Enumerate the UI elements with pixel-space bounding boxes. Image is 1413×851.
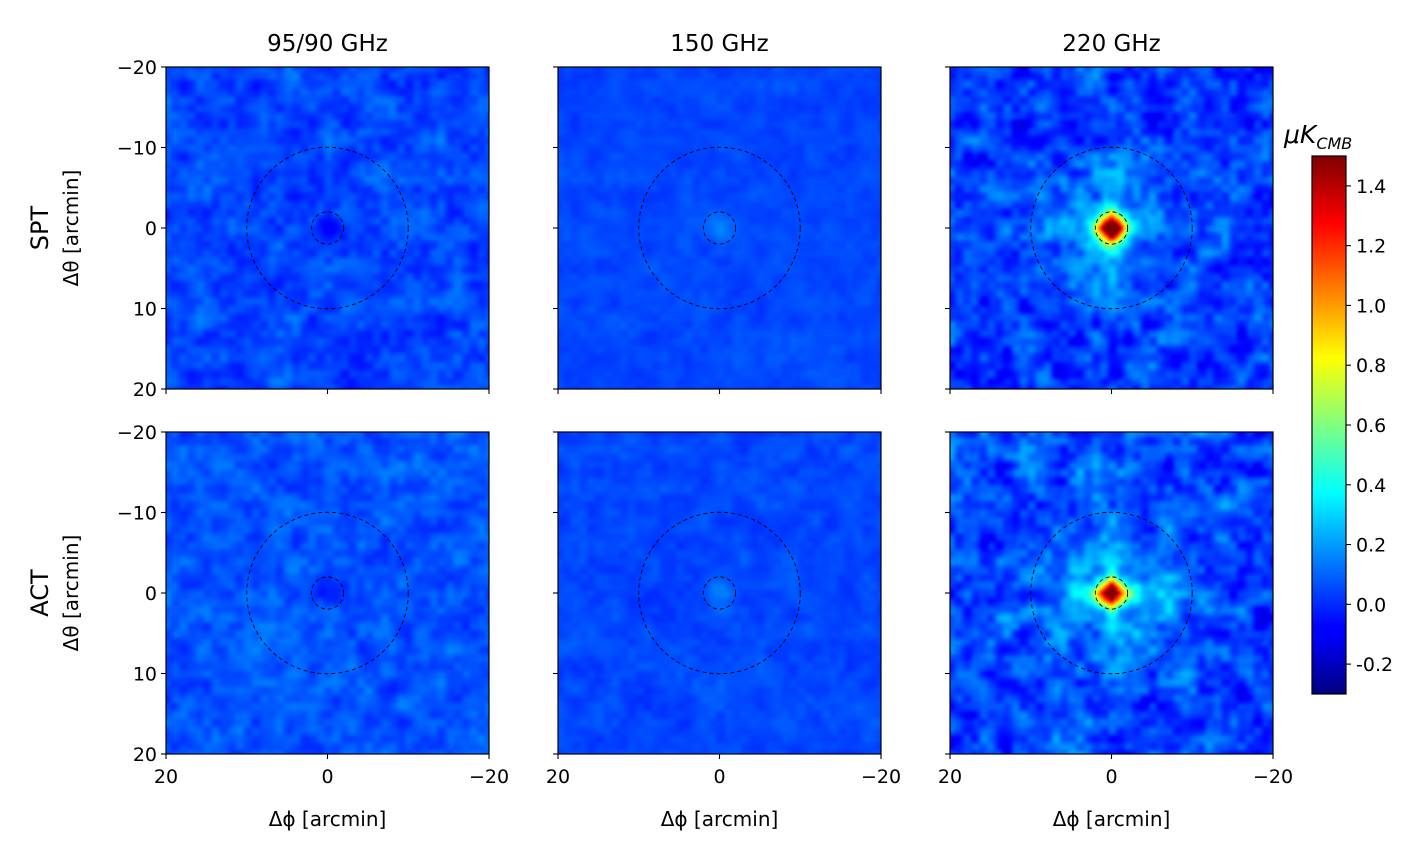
circle-r2 (1094, 211, 1129, 245)
x-tick-label: 20 (938, 766, 962, 788)
x-tick-label: 0 (321, 766, 333, 788)
circle-r2 (310, 211, 345, 245)
x-tick-label: 0 (713, 766, 725, 788)
colorbar-gradient (1312, 156, 1346, 694)
y-tick-label: −10 (117, 503, 157, 525)
x-tick-label: 0 (1105, 766, 1117, 788)
heatmap-image (166, 432, 489, 754)
column-title-95-90-ghz: 95/90 GHz (267, 31, 388, 57)
row-label-spt: SPT (26, 205, 54, 250)
x-tick-label: −20 (1253, 766, 1293, 788)
colorbar-tick-label: -0.2 (1356, 654, 1393, 676)
panel-act-150-ghz: 20 0 −20 (546, 431, 901, 788)
panel-spt-150-ghz (553, 66, 882, 394)
circle-r10 (638, 511, 801, 675)
circle-r10 (246, 511, 409, 675)
y-tick-label: 0 (145, 583, 157, 605)
circle-r10 (1030, 511, 1193, 675)
panel-spt-95-90-ghz: −20 −10 0 10 20 (117, 57, 490, 401)
colorbar-tick-label: 0.6 (1356, 415, 1386, 437)
column-title-220-ghz: 220 GHz (1062, 31, 1160, 57)
x-axis-label: Δϕ [arcmin] (1053, 807, 1171, 831)
colorbar-tick-label: 0.0 (1356, 594, 1386, 616)
y-tick-label: 20 (133, 379, 157, 401)
heatmap-image (558, 67, 881, 389)
colorbar-tick-label: 1.4 (1356, 176, 1386, 198)
heatmap-image (558, 432, 881, 754)
circle-r2 (310, 576, 345, 610)
x-tick-label: 20 (546, 766, 570, 788)
heatmap-image (950, 432, 1273, 754)
labels-layer: 95/90 GHz 150 GHz 220 GHz Δϕ [arcmin] Δϕ [ar… (26, 31, 1170, 831)
column-title-150-ghz: 150 GHz (670, 31, 768, 57)
y-tick-label: −10 (117, 138, 157, 160)
colorbar-tick-label: 1.0 (1356, 295, 1386, 317)
y-tick-label: 10 (133, 664, 157, 686)
colorbar-tick-label: 0.4 (1356, 475, 1386, 497)
colorbar-tick-label: 0.8 (1356, 355, 1386, 377)
circle-r2 (1094, 576, 1129, 610)
y-tick-label: 0 (145, 218, 157, 240)
circle-r2 (702, 576, 737, 610)
row-label-act: ACT (26, 569, 54, 617)
panel-act-220-ghz: 20 0 −20 (938, 431, 1293, 788)
y-tick-label: 10 (133, 299, 157, 321)
y-axis-label: Δθ [arcmin] (59, 535, 83, 652)
colorbar: -0.2 0.0 0.2 0.4 0.6 0.8 1.0 1.2 1.4 μKCMB (1283, 120, 1393, 695)
y-axis-label: Δθ [arcmin] (59, 170, 83, 287)
panel-spt-220-ghz (945, 66, 1274, 394)
colorbar-label: μKCMB (1283, 120, 1352, 153)
heatmap-image (166, 67, 489, 389)
y-tick-label: −20 (117, 57, 157, 79)
heatmap-image (950, 67, 1273, 389)
x-axis-label: Δϕ [arcmin] (661, 807, 779, 831)
circle-r10 (638, 146, 801, 310)
x-tick-label: −20 (861, 766, 901, 788)
circle-r10 (246, 146, 409, 310)
x-axis-label: Δϕ [arcmin] (269, 807, 387, 831)
circle-r2 (702, 211, 737, 245)
x-tick-label: 20 (154, 766, 178, 788)
y-tick-label: 20 (133, 744, 157, 766)
y-tick-label: −20 (117, 422, 157, 444)
colorbar-tick-label: 1.2 (1356, 236, 1386, 258)
x-tick-label: −20 (469, 766, 509, 788)
circle-r10 (1030, 146, 1193, 310)
colorbar-tick-label: 0.2 (1356, 535, 1386, 557)
